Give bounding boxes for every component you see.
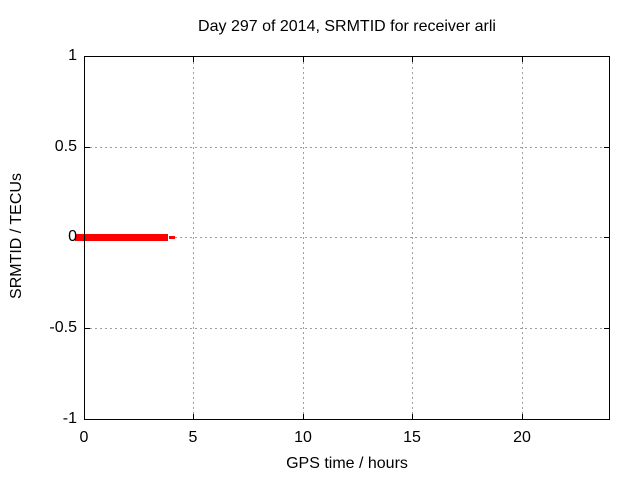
x-tick-bottom-10 [303,414,304,419]
gridline-y-0.5 [85,147,609,148]
x-tick-label-20: 20 [513,429,531,446]
y-tick-label-1: 1 [68,47,77,64]
x-tick-top-20 [522,57,523,62]
x-tick-top-10 [303,57,304,62]
gridline-x-20 [522,57,523,419]
x-tick-top-5 [193,57,194,62]
y-tick-label--1: -1 [62,410,77,427]
x-tick-label-0: 0 [79,429,89,446]
y-tick-right--0.5 [604,328,609,329]
y-tick-left-0.5 [85,147,90,148]
y-tick-left--0.5 [85,328,90,329]
chart-title: Day 297 of 2014, SRMTID for receiver arl… [198,18,496,35]
gridline-x-5 [193,57,194,419]
series-srmtid-line [75,234,168,241]
x-tick-bottom-20 [522,414,523,419]
gridline-y--0.5 [85,328,609,329]
y-tick-label--0.5: -0.5 [49,319,77,336]
y-tick-right-0.5 [604,147,609,148]
y-tick-right-0 [604,237,609,238]
x-tick-bottom-5 [193,414,194,419]
x-tick-label-15: 15 [403,429,421,446]
x-axis-label: GPS time / hours [286,455,408,472]
gridline-y-0 [85,237,609,238]
y-axis-line-segment [84,232,85,243]
gridline-x-15 [412,57,413,419]
series-srmtid-line-tail [169,236,175,239]
x-tick-label-10: 10 [294,429,312,446]
x-tick-label-5: 5 [188,429,198,446]
y-tick-label-0.5: 0.5 [54,138,77,155]
gridline-x-10 [303,57,304,419]
x-tick-top-15 [412,57,413,62]
x-tick-bottom-15 [412,414,413,419]
y-tick-label-0: 0 [68,228,77,245]
y-axis-label: SRMTID / TECUs [8,173,25,299]
